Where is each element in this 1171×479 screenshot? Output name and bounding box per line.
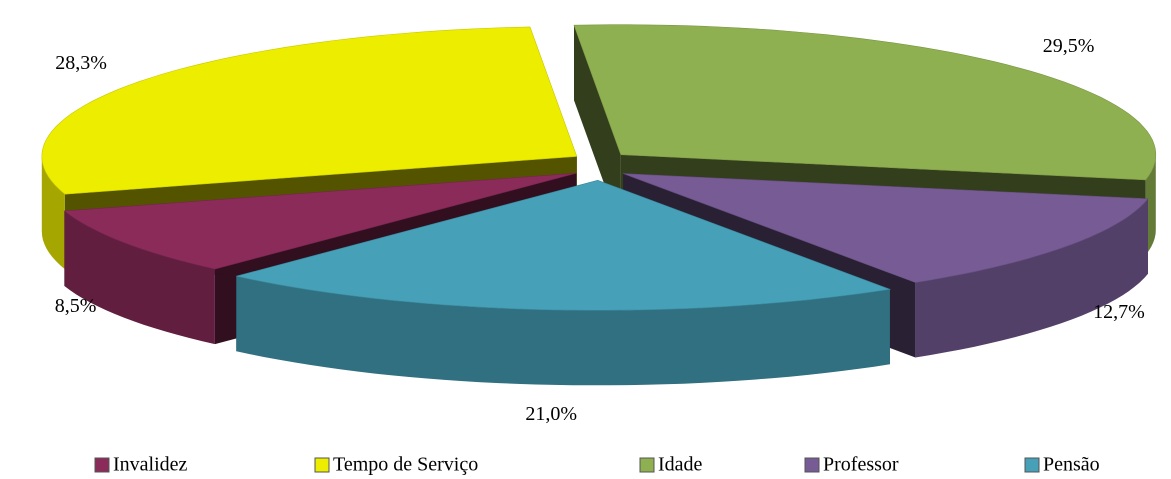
legend-label: Pensão — [1043, 454, 1100, 476]
slice-top — [573, 24, 1157, 181]
data-label: 28,3% — [55, 52, 107, 74]
slice-top — [236, 179, 892, 311]
legend-label: Professor — [823, 454, 899, 476]
legend-swatch — [94, 457, 110, 473]
legend-swatch — [1024, 457, 1040, 473]
slice — [236, 179, 892, 386]
slice-top — [623, 173, 1149, 283]
slice-wall — [64, 211, 215, 345]
slice-wall — [41, 156, 65, 270]
data-label: 12,7% — [1093, 301, 1145, 323]
slice-wall — [236, 276, 890, 386]
slice-wall — [915, 198, 1148, 358]
legend-swatch — [639, 457, 655, 473]
legend-swatch — [314, 457, 330, 473]
slice-wall — [1145, 154, 1156, 255]
slice-top — [63, 172, 577, 270]
legend-swatch — [804, 457, 820, 473]
data-label: 21,0% — [525, 403, 577, 425]
legend-label: Tempo de Serviço — [333, 454, 478, 476]
slice-top — [41, 26, 578, 195]
legend-label: Invalidez — [113, 454, 188, 476]
data-label: 8,5% — [55, 295, 97, 317]
slice-side — [574, 25, 621, 230]
data-label: 29,5% — [1043, 35, 1095, 57]
legend-label: Idade — [658, 454, 703, 476]
